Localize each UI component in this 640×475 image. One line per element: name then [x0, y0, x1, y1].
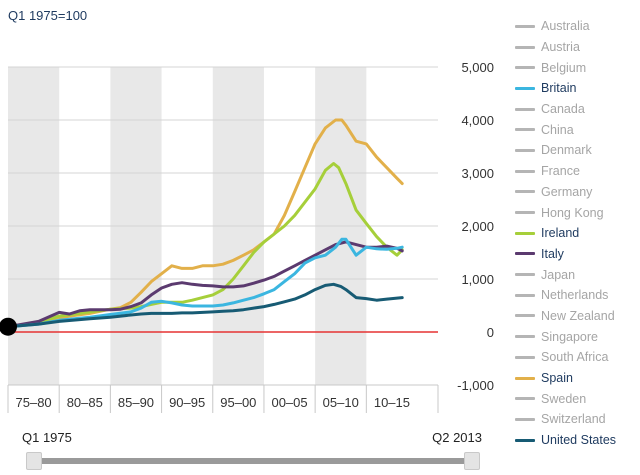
legend-swatch	[515, 355, 535, 359]
legend-item-singapore[interactable]: Singapore	[515, 326, 640, 347]
legend-label: Denmark	[541, 143, 592, 158]
legend-swatch	[515, 211, 535, 215]
legend-item-italy[interactable]: Italy	[515, 244, 640, 265]
legend-label: Switzerland	[541, 412, 606, 427]
legend-item-japan[interactable]: Japan	[515, 264, 640, 285]
legend-label: Canada	[541, 102, 585, 117]
legend-swatch	[515, 169, 535, 173]
legend-label: Spain	[541, 371, 573, 386]
legend-swatch	[515, 335, 535, 339]
legend-swatch	[515, 314, 535, 318]
y-tick-label: 4,000	[461, 113, 494, 128]
legend-swatch	[515, 417, 535, 421]
legend-item-ireland[interactable]: Ireland	[515, 223, 640, 244]
legend-swatch	[515, 86, 535, 90]
legend-item-germany[interactable]: Germany	[515, 182, 640, 203]
legend-label: New Zealand	[541, 308, 615, 323]
legend-label: Netherlands	[541, 288, 609, 303]
time-range-slider[interactable]: Q1 1975 Q2 2013	[22, 430, 482, 470]
x-tick-label: 90–95	[169, 395, 205, 410]
legend-label: France	[541, 164, 580, 179]
legend-swatch	[515, 148, 535, 152]
legend-swatch	[515, 107, 535, 111]
legend-swatch	[515, 24, 535, 28]
legend-label: Italy	[541, 246, 564, 261]
x-tick-label: 85–90	[118, 395, 154, 410]
legend-label: Japan	[541, 267, 576, 282]
x-tick-label: 10–15	[374, 395, 410, 410]
legend-swatch	[515, 66, 535, 70]
legend-label: Australia	[541, 19, 590, 34]
legend-label: Germany	[541, 184, 593, 199]
legend-label: South Africa	[541, 350, 609, 365]
legend-item-south-africa[interactable]: South Africa	[515, 347, 640, 368]
legend-swatch	[515, 190, 535, 194]
legend-swatch	[515, 293, 535, 297]
legend-item-netherlands[interactable]: Netherlands	[515, 285, 640, 306]
legend-item-france[interactable]: France	[515, 161, 640, 182]
legend-item-new-zealand[interactable]: New Zealand	[515, 306, 640, 327]
legend-item-switzerland[interactable]: Switzerland	[515, 409, 640, 430]
legend-item-sweden[interactable]: Sweden	[515, 388, 640, 409]
legend-swatch	[515, 128, 535, 132]
line-chart: 5,000 4,000 3,000 2,000 1,000 0 -1,000 75–80 80…	[0, 60, 494, 413]
x-tick-label: 80–85	[67, 395, 103, 410]
x-tick-label: 95–00	[220, 395, 256, 410]
legend-item-united-states[interactable]: United States	[515, 430, 640, 451]
legend-label: Belgium	[541, 60, 587, 75]
legend-item-belgium[interactable]: Belgium	[515, 57, 640, 78]
legend-swatch	[515, 376, 535, 380]
x-tick-label: 05–10	[323, 395, 359, 410]
legend-item-hong-kong[interactable]: Hong Kong	[515, 202, 640, 223]
legend-label: United States	[541, 433, 617, 448]
legend-label: Hong Kong	[541, 205, 604, 220]
legend-label: Sweden	[541, 391, 587, 406]
y-tick-label: 3,000	[461, 166, 494, 181]
legend-swatch	[515, 438, 535, 442]
legend-swatch	[515, 397, 535, 401]
y-axis-unit-label: Q1 1975=100	[8, 8, 88, 23]
legend-label: China	[541, 122, 574, 137]
legend-item-china[interactable]: China	[515, 119, 640, 140]
slider-start-handle[interactable]	[26, 452, 42, 470]
legend-item-canada[interactable]: Canada	[515, 99, 640, 120]
y-tick-label: -1,000	[457, 378, 494, 393]
slider-end-handle[interactable]	[464, 452, 480, 470]
legend-label: Austria	[541, 40, 580, 55]
series-line-britain[interactable]	[6, 237, 404, 329]
legend-item-denmark[interactable]: Denmark	[515, 140, 640, 161]
slider-track[interactable]	[32, 458, 472, 464]
series-line-united-states[interactable]	[6, 282, 404, 329]
x-tick-label: 75–80	[16, 395, 52, 410]
legend-item-spain[interactable]: Spain	[515, 368, 640, 389]
legend-swatch	[515, 45, 535, 49]
legend-item-austria[interactable]: Austria	[515, 37, 640, 58]
legend-item-australia[interactable]: Australia	[515, 16, 640, 37]
y-tick-label: 1,000	[461, 272, 494, 287]
legend-label: Britain	[541, 81, 577, 96]
legend-label: Ireland	[541, 226, 580, 241]
legend-item-britain[interactable]: Britain	[515, 78, 640, 99]
x-tick-label: 00–05	[271, 395, 307, 410]
legend-swatch	[515, 252, 535, 256]
slider-end-label: Q2 2013	[432, 430, 482, 445]
y-tick-label: 2,000	[461, 219, 494, 234]
legend-swatch	[515, 273, 535, 277]
baseline-marker	[0, 317, 17, 336]
y-tick-label: 0	[487, 325, 494, 340]
legend-label: Singapore	[541, 329, 598, 344]
y-tick-label: 5,000	[461, 60, 494, 75]
series-line-ireland[interactable]	[6, 162, 404, 329]
legend-swatch	[515, 231, 535, 235]
legend: Australia Austria Belgium Britain Canada Chin…	[515, 16, 640, 450]
slider-start-label: Q1 1975	[22, 430, 72, 445]
